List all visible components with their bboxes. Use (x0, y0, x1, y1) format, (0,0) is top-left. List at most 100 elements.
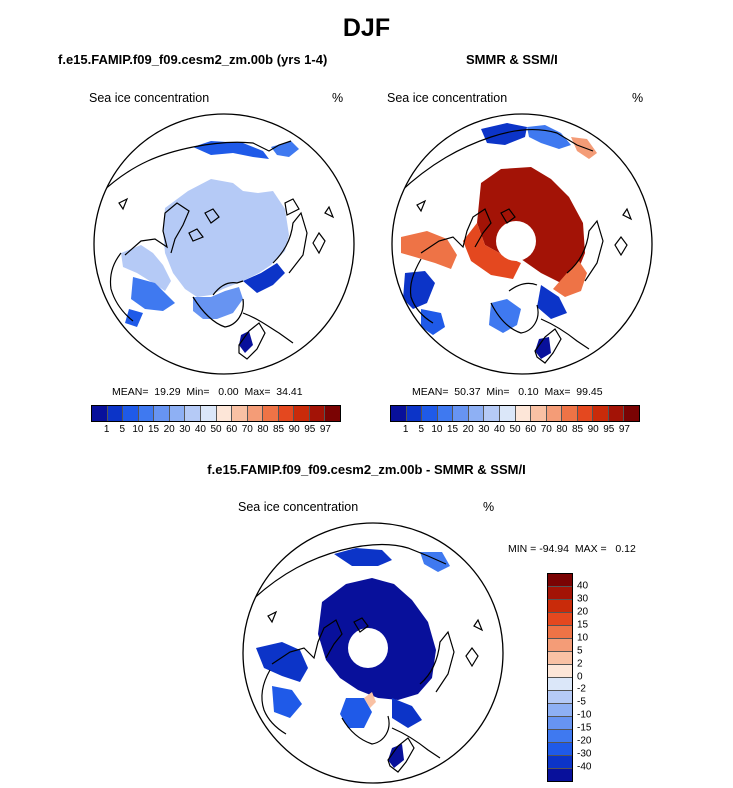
colorbar-3-swatch (548, 665, 572, 678)
diff-okhotsk (420, 552, 450, 572)
colorbar-1-swatch (294, 406, 310, 421)
ice-baltic (535, 337, 551, 359)
colorbar-2-swatch (391, 406, 407, 421)
colorbar-1-tick-label: 30 (179, 424, 191, 435)
colorbar-2-tick-label: 80 (556, 424, 568, 435)
colorbar-3-swatch (548, 756, 572, 769)
colorbar-2-tick-label: 50 (509, 424, 521, 435)
colorbar-2-ticks: 1 5 10 15 20 30 40 50 60 70 80 85 90 95 97 (390, 422, 640, 436)
ice-ring-beaufort (463, 223, 521, 279)
colorbar-2-tick-label: 30 (478, 424, 490, 435)
colorbar-1-swatch (200, 406, 217, 421)
colorbar-3-swatch (548, 639, 572, 652)
colorbar-2-swatch (624, 406, 639, 421)
colorbar-1-tick-label: 80 (257, 424, 269, 435)
ice-barents (537, 285, 567, 319)
colorbar-2-tick-label: 15 (446, 424, 459, 435)
colorbar-2-tick-label: 10 (431, 424, 443, 435)
colorbar-3-tick-label: 0 (577, 671, 583, 682)
colorbar-1-tick-label: 40 (194, 424, 206, 435)
colorbar-3-tick-label: 2 (577, 658, 583, 670)
colorbar-3-tick-label: -15 (577, 722, 592, 734)
panel-2-units: % (632, 91, 644, 105)
colorbar-3-tick-label: 40 (577, 580, 589, 592)
colorbar-3-swatch (548, 600, 572, 613)
colorbar-3-tick-label: 5 (577, 645, 583, 657)
colorbar-1-swatch (247, 406, 264, 421)
colorbar-2-tick-label: 70 (540, 424, 552, 435)
colorbar-1-tick-label: 5 (119, 424, 126, 435)
ice-central-arctic (163, 179, 289, 297)
colorbar-2-swatch (499, 406, 516, 421)
colorbar-3-ticks: 40 30 20 15 10 5 2 0 -2 -5 -10 -15 -20 -30 -40 (577, 573, 607, 780)
colorbar-1-tick-label: 95 (304, 424, 316, 435)
panel-1-map (93, 113, 355, 375)
colorbar-1-swatch (138, 406, 155, 421)
colorbar-3-tick-label: -5 (577, 696, 586, 708)
colorbar-2-tick-label: 60 (525, 424, 537, 435)
diff-baltic (388, 744, 404, 768)
colorbar-3-swatch (548, 626, 572, 639)
colorbar-3-swatch (548, 652, 572, 665)
colorbar-2-swatch (577, 406, 594, 421)
colorbar-1-swatch (154, 406, 170, 421)
colorbar-1-tick-label: 60 (226, 424, 238, 435)
colorbar-2-swatch (406, 406, 423, 421)
colorbar-3-tick-label: 30 (577, 593, 589, 605)
ice-baltic (239, 331, 253, 353)
panel-3-units: % (483, 500, 495, 514)
colorbar-2-swatch (515, 406, 532, 421)
colorbar-2-tick-label: 95 (603, 424, 615, 435)
panel-2-stats: MEAN= 50.37 Min= 0.10 Max= 99.45 (412, 386, 603, 398)
colorbar-3-tick-label: -10 (577, 709, 592, 721)
colorbar-1-swatch (216, 406, 233, 421)
colorbar-3-swatch (548, 678, 572, 691)
colorbar-2-swatch (562, 406, 578, 421)
diff-hudson (256, 642, 308, 682)
colorbar-3-tick-label: -30 (577, 748, 592, 760)
panel-3-colorbar: 40 30 20 15 10 5 2 0 -2 -5 -10 -15 -20 -30 -40 (547, 573, 591, 782)
ice-margin-labrador (131, 277, 175, 311)
colorbar-1-tick-label: 70 (241, 424, 253, 435)
colorbar-1-swatches (91, 405, 341, 422)
panel-1-colorbar: 1 5 10 15 20 30 40 50 60 70 80 85 90 95 97 (91, 405, 341, 436)
colorbar-2-swatch (608, 406, 625, 421)
panel-3-map (242, 522, 504, 784)
colorbar-1-tick-label: 20 (163, 424, 175, 435)
diff-bering (334, 548, 392, 566)
diff-labrador (272, 686, 302, 718)
panel-3-label: Sea ice concentration (238, 500, 359, 514)
colorbar-1-swatch (309, 406, 326, 421)
colorbar-3-tick-label: 15 (577, 619, 589, 631)
bottom-title: f.e15.FAMIP.f09_f09.cesm2_zm.00b - SMMR … (207, 462, 526, 477)
colorbar-3-swatches (547, 573, 573, 782)
panel-2-title: SMMR & SSM/I (466, 52, 558, 67)
diff-positive-edge (364, 692, 376, 708)
ice-bering (527, 125, 571, 149)
colorbar-1-tick-label: 97 (319, 424, 331, 435)
ice-margin-pacific (193, 141, 269, 159)
colorbar-3-swatch (548, 613, 572, 626)
colorbar-1-swatch (278, 406, 295, 421)
colorbar-1-swatch (185, 406, 201, 421)
panel-1-units: % (332, 91, 344, 105)
diff-greenland-sea (340, 698, 372, 728)
colorbar-3-swatch (548, 769, 572, 781)
colorbar-2-swatch (453, 406, 469, 421)
colorbar-2-swatch (422, 406, 438, 421)
colorbar-1-swatch (123, 406, 139, 421)
colorbar-2-tick-label: 40 (493, 424, 505, 435)
colorbar-2-tick-label: 20 (462, 424, 474, 435)
colorbar-2-tick-label: 5 (418, 424, 425, 435)
colorbar-2-swatch (593, 406, 609, 421)
colorbar-1-tick-label: 10 (132, 424, 144, 435)
panel-1-label: Sea ice concentration (89, 91, 210, 105)
colorbar-3-swatch (548, 587, 572, 600)
colorbar-2-swatches (390, 405, 640, 422)
colorbar-2-swatch (468, 406, 485, 421)
colorbar-1-swatch (232, 406, 248, 421)
ice-margin-greenland (193, 287, 243, 319)
colorbar-1-swatch (263, 406, 279, 421)
panel-1-title: f.e15.FAMIP.f09_f09.cesm2_zm.00b (yrs 1-… (58, 52, 328, 67)
colorbar-2-swatch (437, 406, 454, 421)
